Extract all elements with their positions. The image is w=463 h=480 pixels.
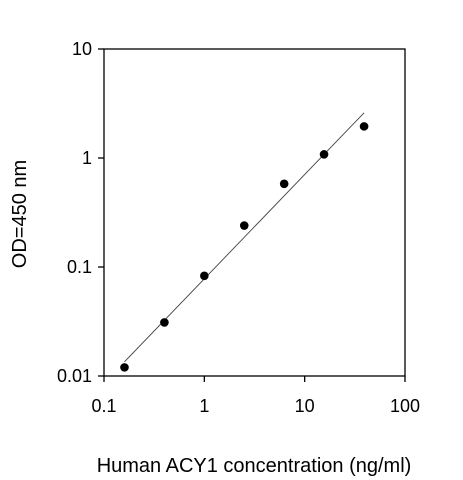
y-tick-label: 0.1 <box>67 257 92 277</box>
fit-line-group <box>124 112 365 363</box>
data-point <box>319 150 329 159</box>
plot-frame <box>103 48 406 377</box>
y-axis-title: OD=450 nm <box>9 160 31 268</box>
data-point <box>279 179 289 189</box>
fit-line <box>124 112 365 363</box>
data-points <box>120 122 369 372</box>
x-axis-title: Human ACY1 concentration (ng/ml) <box>97 455 412 477</box>
x-tick-label: 100 <box>390 396 420 416</box>
y-axis: 0.01 0.1 1 10 <box>57 39 104 386</box>
data-point <box>359 122 369 131</box>
x-tick-label: 0.1 <box>91 396 116 416</box>
y-tick-label: 10 <box>72 39 92 59</box>
data-point <box>200 271 209 281</box>
x-tick-label: 1 <box>199 396 209 416</box>
x-tick-label: 10 <box>295 396 315 416</box>
data-point <box>160 318 169 327</box>
data-point <box>120 363 129 372</box>
y-tick-label: 0.01 <box>57 366 92 386</box>
y-tick-label: 1 <box>82 148 92 168</box>
data-point <box>239 221 249 230</box>
x-axis: 0.1 1 10 100 <box>91 376 420 416</box>
plot-border <box>103 48 406 377</box>
